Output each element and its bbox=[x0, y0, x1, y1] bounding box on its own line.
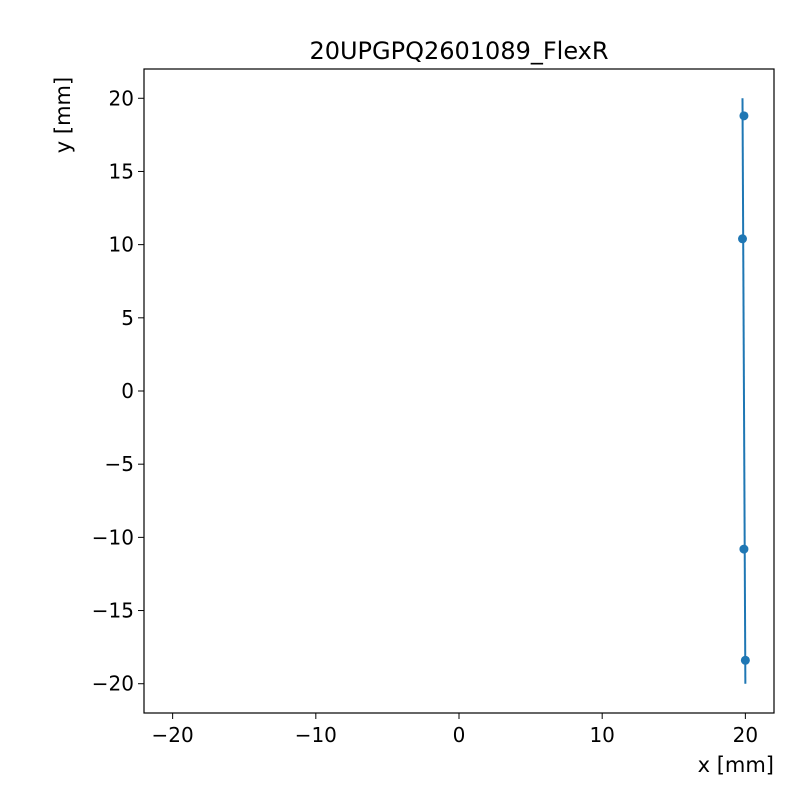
x-tick-label: 20 bbox=[733, 723, 758, 747]
x-tick-label: 10 bbox=[589, 723, 614, 747]
data-point bbox=[740, 655, 750, 665]
chart-title: 20UPGPQ2601089_FlexR bbox=[309, 37, 608, 65]
y-tick-label: 0 bbox=[121, 379, 134, 403]
y-tick-label: −5 bbox=[105, 452, 134, 476]
y-axis: −20 −15 −10 −5 0 5 10 15 20 bbox=[92, 86, 144, 696]
x-tick-label: −10 bbox=[295, 723, 337, 747]
x-axis-label: x [mm] bbox=[698, 753, 774, 777]
y-tick-label: 5 bbox=[121, 306, 134, 330]
x-tick-label: −20 bbox=[152, 723, 194, 747]
plot-layer bbox=[738, 98, 750, 684]
y-tick-label: −20 bbox=[92, 672, 134, 696]
data-point bbox=[738, 234, 747, 244]
y-tick-label: 10 bbox=[109, 233, 134, 257]
x-tick-label: 0 bbox=[453, 723, 466, 747]
y-tick-label: 15 bbox=[109, 159, 134, 183]
y-tick-label: 20 bbox=[109, 86, 134, 110]
data-point bbox=[739, 544, 749, 554]
x-axis: −20 −10 0 10 20 bbox=[152, 713, 758, 747]
y-axis-label: y [mm] bbox=[51, 77, 75, 153]
data-point bbox=[739, 111, 749, 121]
y-tick-label: −15 bbox=[92, 599, 134, 623]
y-tick-label: −10 bbox=[92, 525, 134, 549]
fit-line bbox=[741, 98, 747, 684]
